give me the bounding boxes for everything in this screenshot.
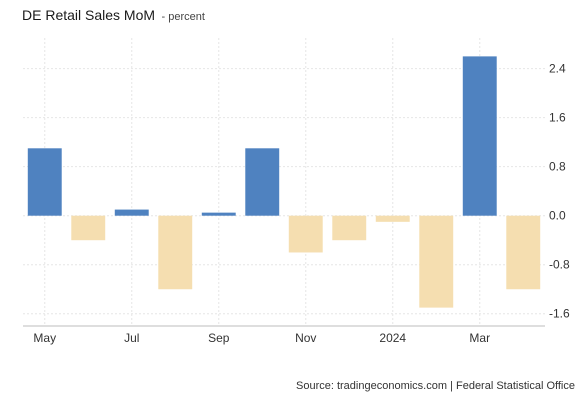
bar — [201, 212, 236, 216]
y-tick-label: -1.6 — [549, 307, 570, 321]
x-tick-label: Nov — [295, 331, 316, 345]
x-tick-label: Sep — [208, 331, 230, 345]
y-tick-label: 1.6 — [549, 111, 566, 125]
bar — [419, 215, 454, 308]
bar — [27, 148, 62, 216]
grid-lines — [23, 38, 545, 326]
x-tick-label: Jul — [124, 331, 139, 345]
y-tick-label: 0.0 — [549, 209, 566, 223]
x-tick-label: 2024 — [379, 331, 406, 345]
x-tick-label: Mar — [469, 331, 490, 345]
bar — [332, 215, 367, 241]
source-attribution: Source: tradingeconomics.com | Federal S… — [296, 380, 575, 392]
bar — [71, 215, 106, 241]
bar — [158, 215, 193, 290]
y-tick-label: 2.4 — [549, 62, 566, 76]
bar — [462, 56, 497, 216]
bar — [114, 209, 149, 216]
chart-title-block: DE Retail Sales MoM - percent — [22, 7, 205, 25]
y-tick-label: -0.8 — [549, 258, 570, 272]
axes: 2.4 1.6 0.8 0.0 -0.8 -1.6 May Jul Sep Nov 2024 Mar — [23, 62, 570, 345]
x-tick-label: May — [33, 331, 56, 345]
y-tick-label: 0.8 — [549, 160, 566, 174]
chart-title: DE Retail Sales MoM — [22, 7, 156, 23]
bar — [245, 148, 280, 216]
bar — [375, 215, 410, 222]
bar — [506, 215, 541, 290]
bars — [27, 56, 541, 308]
chart-subtitle: - percent — [161, 11, 205, 23]
bar — [288, 215, 323, 253]
